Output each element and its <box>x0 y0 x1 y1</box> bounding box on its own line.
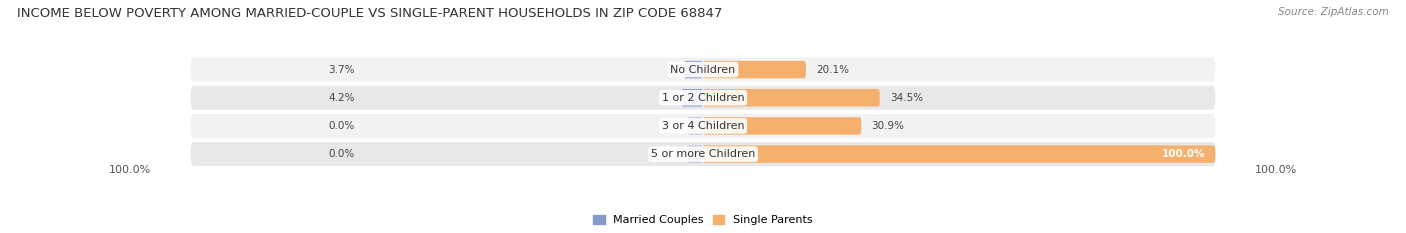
FancyBboxPatch shape <box>191 86 1215 110</box>
FancyBboxPatch shape <box>703 61 806 78</box>
Text: 30.9%: 30.9% <box>872 121 904 131</box>
FancyBboxPatch shape <box>688 145 703 163</box>
Text: 0.0%: 0.0% <box>329 121 354 131</box>
Text: 34.5%: 34.5% <box>890 93 924 103</box>
FancyBboxPatch shape <box>703 89 880 106</box>
FancyBboxPatch shape <box>703 145 1215 163</box>
Text: 100.0%: 100.0% <box>1256 165 1298 175</box>
FancyBboxPatch shape <box>191 58 1215 82</box>
Text: Source: ZipAtlas.com: Source: ZipAtlas.com <box>1278 7 1389 17</box>
FancyBboxPatch shape <box>191 114 1215 138</box>
Text: No Children: No Children <box>671 65 735 75</box>
Text: 100.0%: 100.0% <box>108 165 150 175</box>
Legend: Married Couples, Single Parents: Married Couples, Single Parents <box>589 211 817 230</box>
Text: 3 or 4 Children: 3 or 4 Children <box>662 121 744 131</box>
Text: 1 or 2 Children: 1 or 2 Children <box>662 93 744 103</box>
FancyBboxPatch shape <box>682 89 703 106</box>
Text: INCOME BELOW POVERTY AMONG MARRIED-COUPLE VS SINGLE-PARENT HOUSEHOLDS IN ZIP COD: INCOME BELOW POVERTY AMONG MARRIED-COUPL… <box>17 7 723 20</box>
FancyBboxPatch shape <box>688 117 703 135</box>
Text: 0.0%: 0.0% <box>329 149 354 159</box>
Text: 3.7%: 3.7% <box>328 65 354 75</box>
Text: 5 or more Children: 5 or more Children <box>651 149 755 159</box>
FancyBboxPatch shape <box>703 117 862 135</box>
Text: 100.0%: 100.0% <box>1161 149 1205 159</box>
FancyBboxPatch shape <box>685 61 703 78</box>
Text: 4.2%: 4.2% <box>328 93 354 103</box>
Text: 20.1%: 20.1% <box>817 65 849 75</box>
FancyBboxPatch shape <box>191 142 1215 166</box>
